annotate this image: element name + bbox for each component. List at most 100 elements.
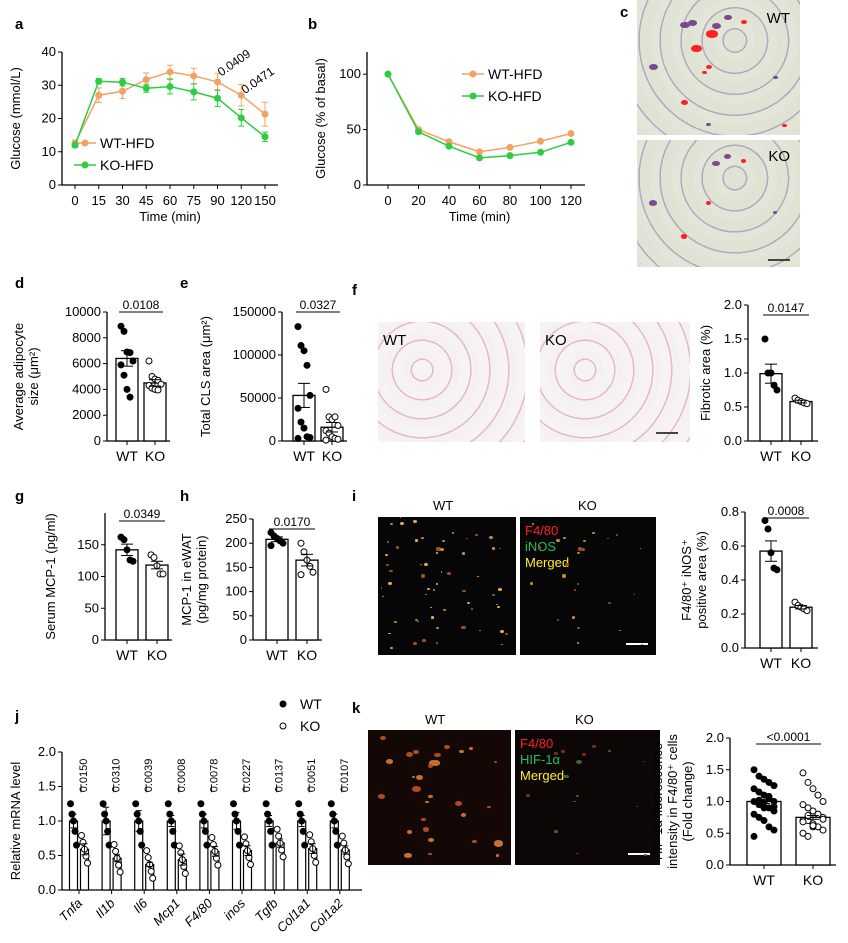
data-point	[214, 861, 222, 869]
cell-spot	[701, 70, 708, 75]
cell-spot	[525, 793, 531, 798]
x-tick-label: KO	[322, 448, 342, 464]
cell-spot	[412, 786, 421, 793]
data-point	[241, 833, 248, 841]
cell-spot	[531, 523, 535, 526]
cell-spot	[648, 200, 657, 206]
panel-letter-g: g	[15, 488, 25, 505]
cell-spot	[430, 616, 434, 619]
x-axis-label: Time (min)	[449, 209, 511, 224]
cell-spot	[537, 546, 542, 549]
y-tick-label: 200	[225, 535, 247, 550]
data-point-WT	[765, 823, 773, 831]
cell-spot	[499, 548, 502, 550]
data-point	[567, 138, 575, 146]
y-tick-label: 100	[225, 584, 247, 599]
cell-spot	[688, 19, 697, 26]
scale-bar	[768, 259, 790, 261]
p-value: 0.0051	[306, 759, 318, 793]
y-tick-label: 1.5	[706, 762, 724, 777]
data-point-KO	[334, 422, 342, 430]
cell-spot	[712, 22, 721, 29]
y-tick-label: 0.5	[38, 848, 56, 863]
legend-hif1a: HIF-1α	[520, 752, 561, 767]
p-value: 0.0137	[274, 759, 286, 793]
cell-spot	[644, 854, 647, 856]
y-tick-label: 0.0	[38, 882, 56, 897]
data-point	[82, 852, 90, 860]
cell-spot	[389, 523, 393, 526]
cell-spot	[436, 547, 441, 551]
cell-spot	[553, 751, 559, 756]
data-point	[166, 83, 174, 91]
data-point	[149, 874, 157, 882]
data-point	[506, 143, 514, 151]
data-point-WT	[755, 772, 763, 780]
micrograph-f-wt: WT	[378, 322, 525, 442]
image-label: KO	[545, 332, 567, 349]
y-tick-label: 50	[347, 122, 361, 137]
data-point-KO	[814, 810, 822, 818]
y-tick-label: 40	[42, 44, 56, 59]
cell-spot	[386, 541, 389, 543]
cell-spot	[639, 548, 642, 550]
data-point	[230, 800, 237, 808]
cell-spot	[592, 532, 596, 535]
legend-label: WT-HFD	[100, 135, 154, 151]
data-point-WT	[294, 404, 302, 412]
cell-spot	[427, 763, 434, 768]
y-tick-label: 100	[77, 569, 99, 584]
cell-spot	[681, 100, 689, 106]
x-tick-label: 40	[442, 193, 456, 208]
data-point	[476, 154, 483, 162]
cell-spot	[561, 574, 567, 578]
cell-spot	[619, 629, 622, 632]
data-point	[203, 841, 211, 849]
cell-spot	[576, 794, 580, 798]
micrograph-c-ko: KO	[637, 140, 800, 267]
legend-f480: F4/80	[525, 523, 559, 538]
legend-label: KO	[300, 718, 320, 734]
data-point	[295, 800, 303, 808]
cell-spot	[447, 572, 452, 576]
data-point-KO	[814, 791, 822, 799]
data-point-KO	[819, 798, 827, 805]
panel-letter-j: j	[15, 708, 20, 725]
data-point	[267, 827, 275, 835]
x-tick-label: Tgfb	[252, 896, 281, 925]
data-point	[299, 827, 307, 835]
cell-spot	[441, 540, 446, 543]
y-tick-label: 0	[92, 632, 99, 647]
y-axis-label: Fibrotic area (%)	[698, 325, 713, 421]
cell-spot	[495, 603, 498, 606]
cell-spot	[411, 775, 416, 779]
y-axis-label: HIF-1α fluorescenceintensity in F4/80⁺ c…	[650, 734, 695, 869]
cell-spot	[428, 852, 433, 856]
cell-spot	[461, 552, 466, 555]
series-line-KO-HFD	[387, 73, 572, 159]
data-point	[279, 853, 287, 861]
data-point-WT	[755, 788, 763, 796]
data-point	[237, 91, 245, 99]
cell-spot	[560, 749, 565, 753]
cell-spot	[468, 746, 474, 750]
data-point	[296, 810, 304, 818]
data-point-WT	[770, 803, 778, 811]
cell-spot	[773, 75, 778, 79]
y-axis-label: Relative mRNA level	[8, 762, 23, 881]
data-point-WT	[126, 393, 134, 401]
legend-marker	[279, 700, 287, 708]
cell-spot	[436, 583, 439, 585]
data-point	[190, 88, 198, 96]
data-point	[116, 868, 124, 876]
data-point	[310, 852, 318, 859]
x-tick-label: 60	[472, 193, 486, 208]
cell-spot	[420, 563, 422, 565]
data-point	[181, 869, 189, 877]
data-point	[231, 810, 239, 818]
x-tick-label: 75	[187, 193, 201, 208]
data-point-WT	[294, 323, 302, 331]
data-point	[344, 860, 352, 868]
cell-spot	[439, 547, 444, 551]
